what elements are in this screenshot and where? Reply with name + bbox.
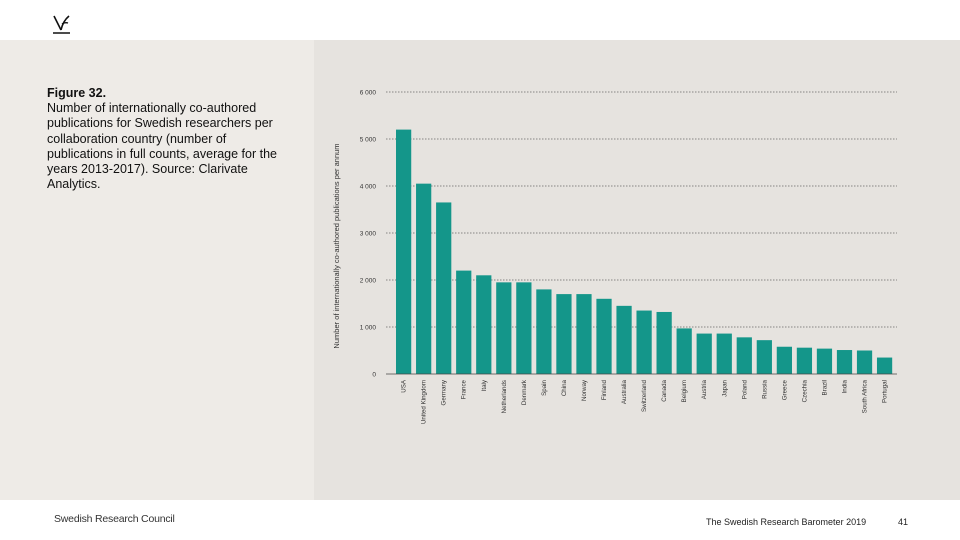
x-tick-label: China	[561, 379, 568, 396]
x-tick-label: Italy	[481, 379, 488, 391]
bar	[856, 350, 873, 374]
x-tick-label: Japan	[721, 379, 728, 396]
y-tick-label: 4 000	[360, 184, 377, 191]
figure-caption: Figure 32. Number of internationally co-…	[47, 86, 292, 192]
bar	[436, 202, 452, 374]
x-tick-label: Austria	[701, 379, 708, 399]
x-tick-label: Denmark	[521, 379, 528, 405]
bar	[736, 337, 752, 374]
y-tick-label: 5 000	[360, 137, 377, 144]
bar	[476, 275, 492, 374]
bar	[876, 357, 893, 374]
x-tick-label: Greece	[781, 379, 788, 400]
x-tick-label: Spain	[541, 379, 548, 395]
page-number: 41	[898, 517, 909, 527]
footer-organization: Swedish Research Council	[54, 513, 175, 525]
bar	[516, 282, 532, 374]
bar	[396, 129, 412, 374]
bar	[556, 294, 572, 374]
bar	[816, 348, 833, 374]
bar	[776, 346, 792, 374]
x-tick-label: Belgium	[681, 380, 688, 402]
x-tick-label: India	[841, 379, 848, 393]
bar	[456, 270, 472, 374]
y-tick-label: 0	[372, 372, 376, 379]
bar	[696, 333, 712, 374]
y-tick-label: 1 000	[360, 325, 377, 332]
bar	[756, 340, 772, 374]
x-tick-label: Finland	[601, 379, 608, 400]
y-tick-label: 2 000	[360, 278, 377, 285]
bar	[496, 282, 512, 374]
x-tick-label: United Kingdom	[421, 380, 428, 424]
x-tick-label: South Africa	[862, 379, 869, 413]
bar	[616, 305, 632, 374]
bar	[676, 328, 692, 374]
bar	[716, 333, 732, 374]
bar-chart: 0 1 000 2 000 3 000 4 000 5 000 6 000 Number of…	[332, 90, 897, 424]
bar	[596, 298, 612, 374]
figure-description: Number of internationally co-authored pu…	[47, 101, 277, 192]
x-tick-label: Australia	[621, 379, 628, 404]
bar	[536, 289, 552, 374]
bar	[576, 294, 592, 374]
figure-title: Figure 32.	[47, 86, 107, 100]
x-tick-label: Canada	[661, 379, 668, 401]
bar	[416, 183, 432, 374]
bar	[836, 350, 853, 374]
x-tick-label: Switzerland	[641, 379, 648, 412]
x-tick-label: Norway	[581, 379, 588, 401]
x-tick-label: Czechia	[801, 379, 808, 402]
y-tick-label: 6 000	[360, 90, 377, 97]
x-tick-label: Netherlands	[501, 380, 508, 413]
y-tick-label: 3 000	[360, 231, 377, 238]
x-tick-label: Poland	[741, 379, 748, 399]
x-tick-label: France	[461, 379, 468, 399]
x-tick-label: USA	[401, 379, 408, 393]
x-tick-label: Portugal	[882, 380, 889, 403]
x-tick-label: Russia	[761, 379, 768, 398]
x-tick-label: Brazil	[821, 380, 828, 395]
bar	[796, 347, 813, 374]
caption-panel	[0, 40, 314, 500]
y-axis-label: Number of internationally co-authored pu…	[332, 143, 341, 348]
bar	[656, 311, 672, 374]
swedish-research-council-logo	[53, 15, 70, 34]
footer-publication: The Swedish Research Barometer 2019	[706, 517, 867, 527]
x-tick-label: Germany	[441, 379, 448, 405]
bar	[636, 310, 652, 374]
